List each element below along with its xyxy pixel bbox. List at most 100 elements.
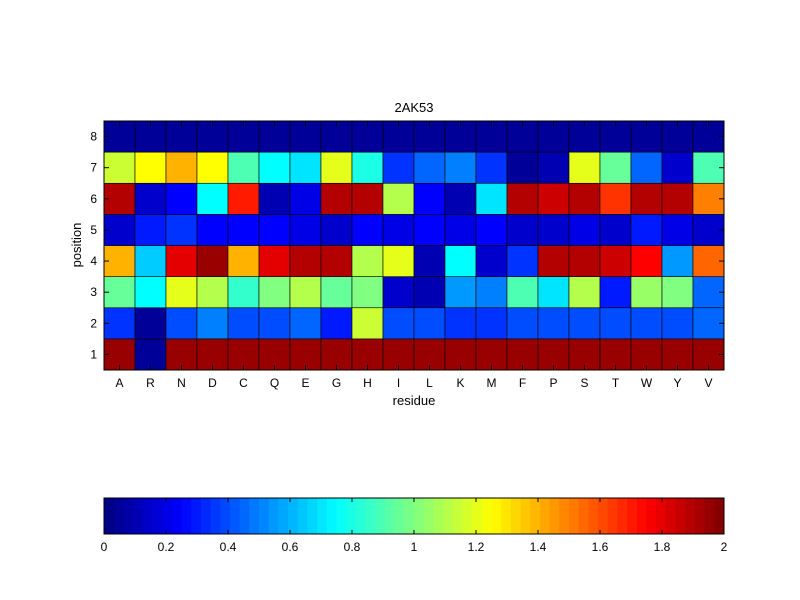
colorbar-segment [510, 498, 522, 534]
heatmap-cell [351, 245, 384, 277]
heatmap-cell [258, 276, 291, 309]
heatmap-cell [351, 276, 384, 309]
y-axis-label: position [69, 223, 84, 268]
heatmap-cell [506, 214, 539, 246]
x-tick-label: K [456, 376, 464, 390]
colorbar-segment [229, 498, 241, 534]
colorbar-segment [259, 498, 270, 534]
colorbar-segment [171, 498, 182, 534]
heatmap-cell [413, 245, 446, 277]
x-axis-label: residue [393, 393, 436, 408]
heatmap-cell [413, 276, 446, 309]
colorbar-segment [491, 498, 502, 534]
heatmap-cell [351, 151, 384, 184]
colorbar-tick-label: 1.4 [530, 540, 547, 554]
heatmap-cell [630, 182, 663, 215]
heatmap-cell [475, 245, 508, 277]
heatmap-cell [537, 276, 570, 309]
y-tick-label: 7 [90, 161, 97, 175]
heatmap-cell [134, 338, 167, 371]
heatmap-cell [227, 182, 260, 215]
heatmap-cell [196, 151, 229, 184]
heatmap-cell [289, 276, 322, 309]
chart-title: 2AK53 [394, 100, 433, 115]
heatmap-cell [382, 214, 415, 246]
heatmap-cell [134, 307, 167, 340]
heatmap-cell [134, 182, 167, 215]
heatmap-cell [382, 338, 415, 371]
heatmap-cell [351, 120, 384, 153]
heatmap-cell [103, 276, 136, 309]
heatmap-cell [475, 182, 508, 215]
heatmap-cell [320, 245, 353, 277]
heatmap-cell [475, 276, 508, 309]
heatmap-cell [413, 214, 446, 246]
heatmap-cell [258, 338, 291, 371]
heatmap-cell [134, 214, 167, 246]
colorbar-segment [443, 498, 454, 534]
heatmap-cell [165, 276, 198, 309]
heatmap-cell [227, 245, 260, 277]
heatmap-cell [568, 245, 601, 277]
colorbar-segment [365, 498, 376, 534]
heatmap-cell [413, 307, 446, 340]
heatmap-cell [103, 245, 136, 277]
colorbar-segment [142, 498, 153, 534]
colorbar-segment [307, 498, 318, 534]
heatmap-cell [475, 214, 508, 246]
colorbar-segment [665, 498, 677, 534]
heatmap-cell [444, 307, 477, 340]
heatmap-cell [537, 120, 570, 153]
heatmap-cell [630, 151, 663, 184]
heatmap-cell [599, 214, 632, 246]
colorbar-segment [656, 498, 667, 534]
colorbar-segment [162, 498, 173, 534]
heatmap-cell [320, 307, 353, 340]
colorbar-segment [598, 498, 609, 534]
colorbar-segment [627, 498, 638, 534]
heatmap-cell [289, 307, 322, 340]
x-tick-label: A [115, 376, 123, 390]
colorbar-segment [220, 498, 231, 534]
heatmap-cell [227, 276, 260, 309]
heatmap-cell [320, 338, 353, 371]
heatmap-cell [537, 182, 570, 215]
heatmap-cell [444, 214, 477, 246]
plot-frame [103, 120, 725, 371]
colorbar-segment [133, 498, 144, 534]
colorbar-segment [539, 498, 551, 534]
heatmap-cell [630, 120, 663, 153]
colorbar-tick-label: 1 [411, 540, 418, 554]
heatmap-cell [568, 214, 601, 246]
heatmap-cell [506, 182, 539, 215]
colorbar-tick-label: 0.8 [344, 540, 361, 554]
heatmap-cell [351, 307, 384, 340]
heatmap-cell [134, 276, 167, 309]
heatmap-cell [599, 307, 632, 340]
heatmap-cell [196, 245, 229, 277]
heatmap-cell [630, 276, 663, 309]
colorbar-segment [297, 498, 308, 534]
heatmap-cell [444, 338, 477, 371]
heatmap-cell [165, 182, 198, 215]
colorbar-segment [472, 498, 483, 534]
colorbar-segment [559, 498, 570, 534]
heatmap-cell [413, 151, 446, 184]
colorbar-segment [714, 498, 725, 534]
heatmap-cell [444, 245, 477, 277]
x-tick-label: S [580, 376, 588, 390]
heatmap-cell [692, 338, 725, 371]
colorbar-segment [191, 498, 202, 534]
colorbar-segment [404, 498, 415, 534]
y-tick-label: 5 [90, 223, 97, 237]
x-tick-label: H [363, 376, 372, 390]
y-tick-label: 4 [90, 254, 97, 268]
x-tick-label: W [641, 376, 653, 390]
colorbar-segment [520, 498, 531, 534]
heatmap-cell [258, 182, 291, 215]
heatmap-cell [599, 151, 632, 184]
heatmap-cell [599, 182, 632, 215]
colorbar-segment [501, 498, 512, 534]
heatmap-cell [134, 151, 167, 184]
colorbar-segment [452, 498, 463, 534]
